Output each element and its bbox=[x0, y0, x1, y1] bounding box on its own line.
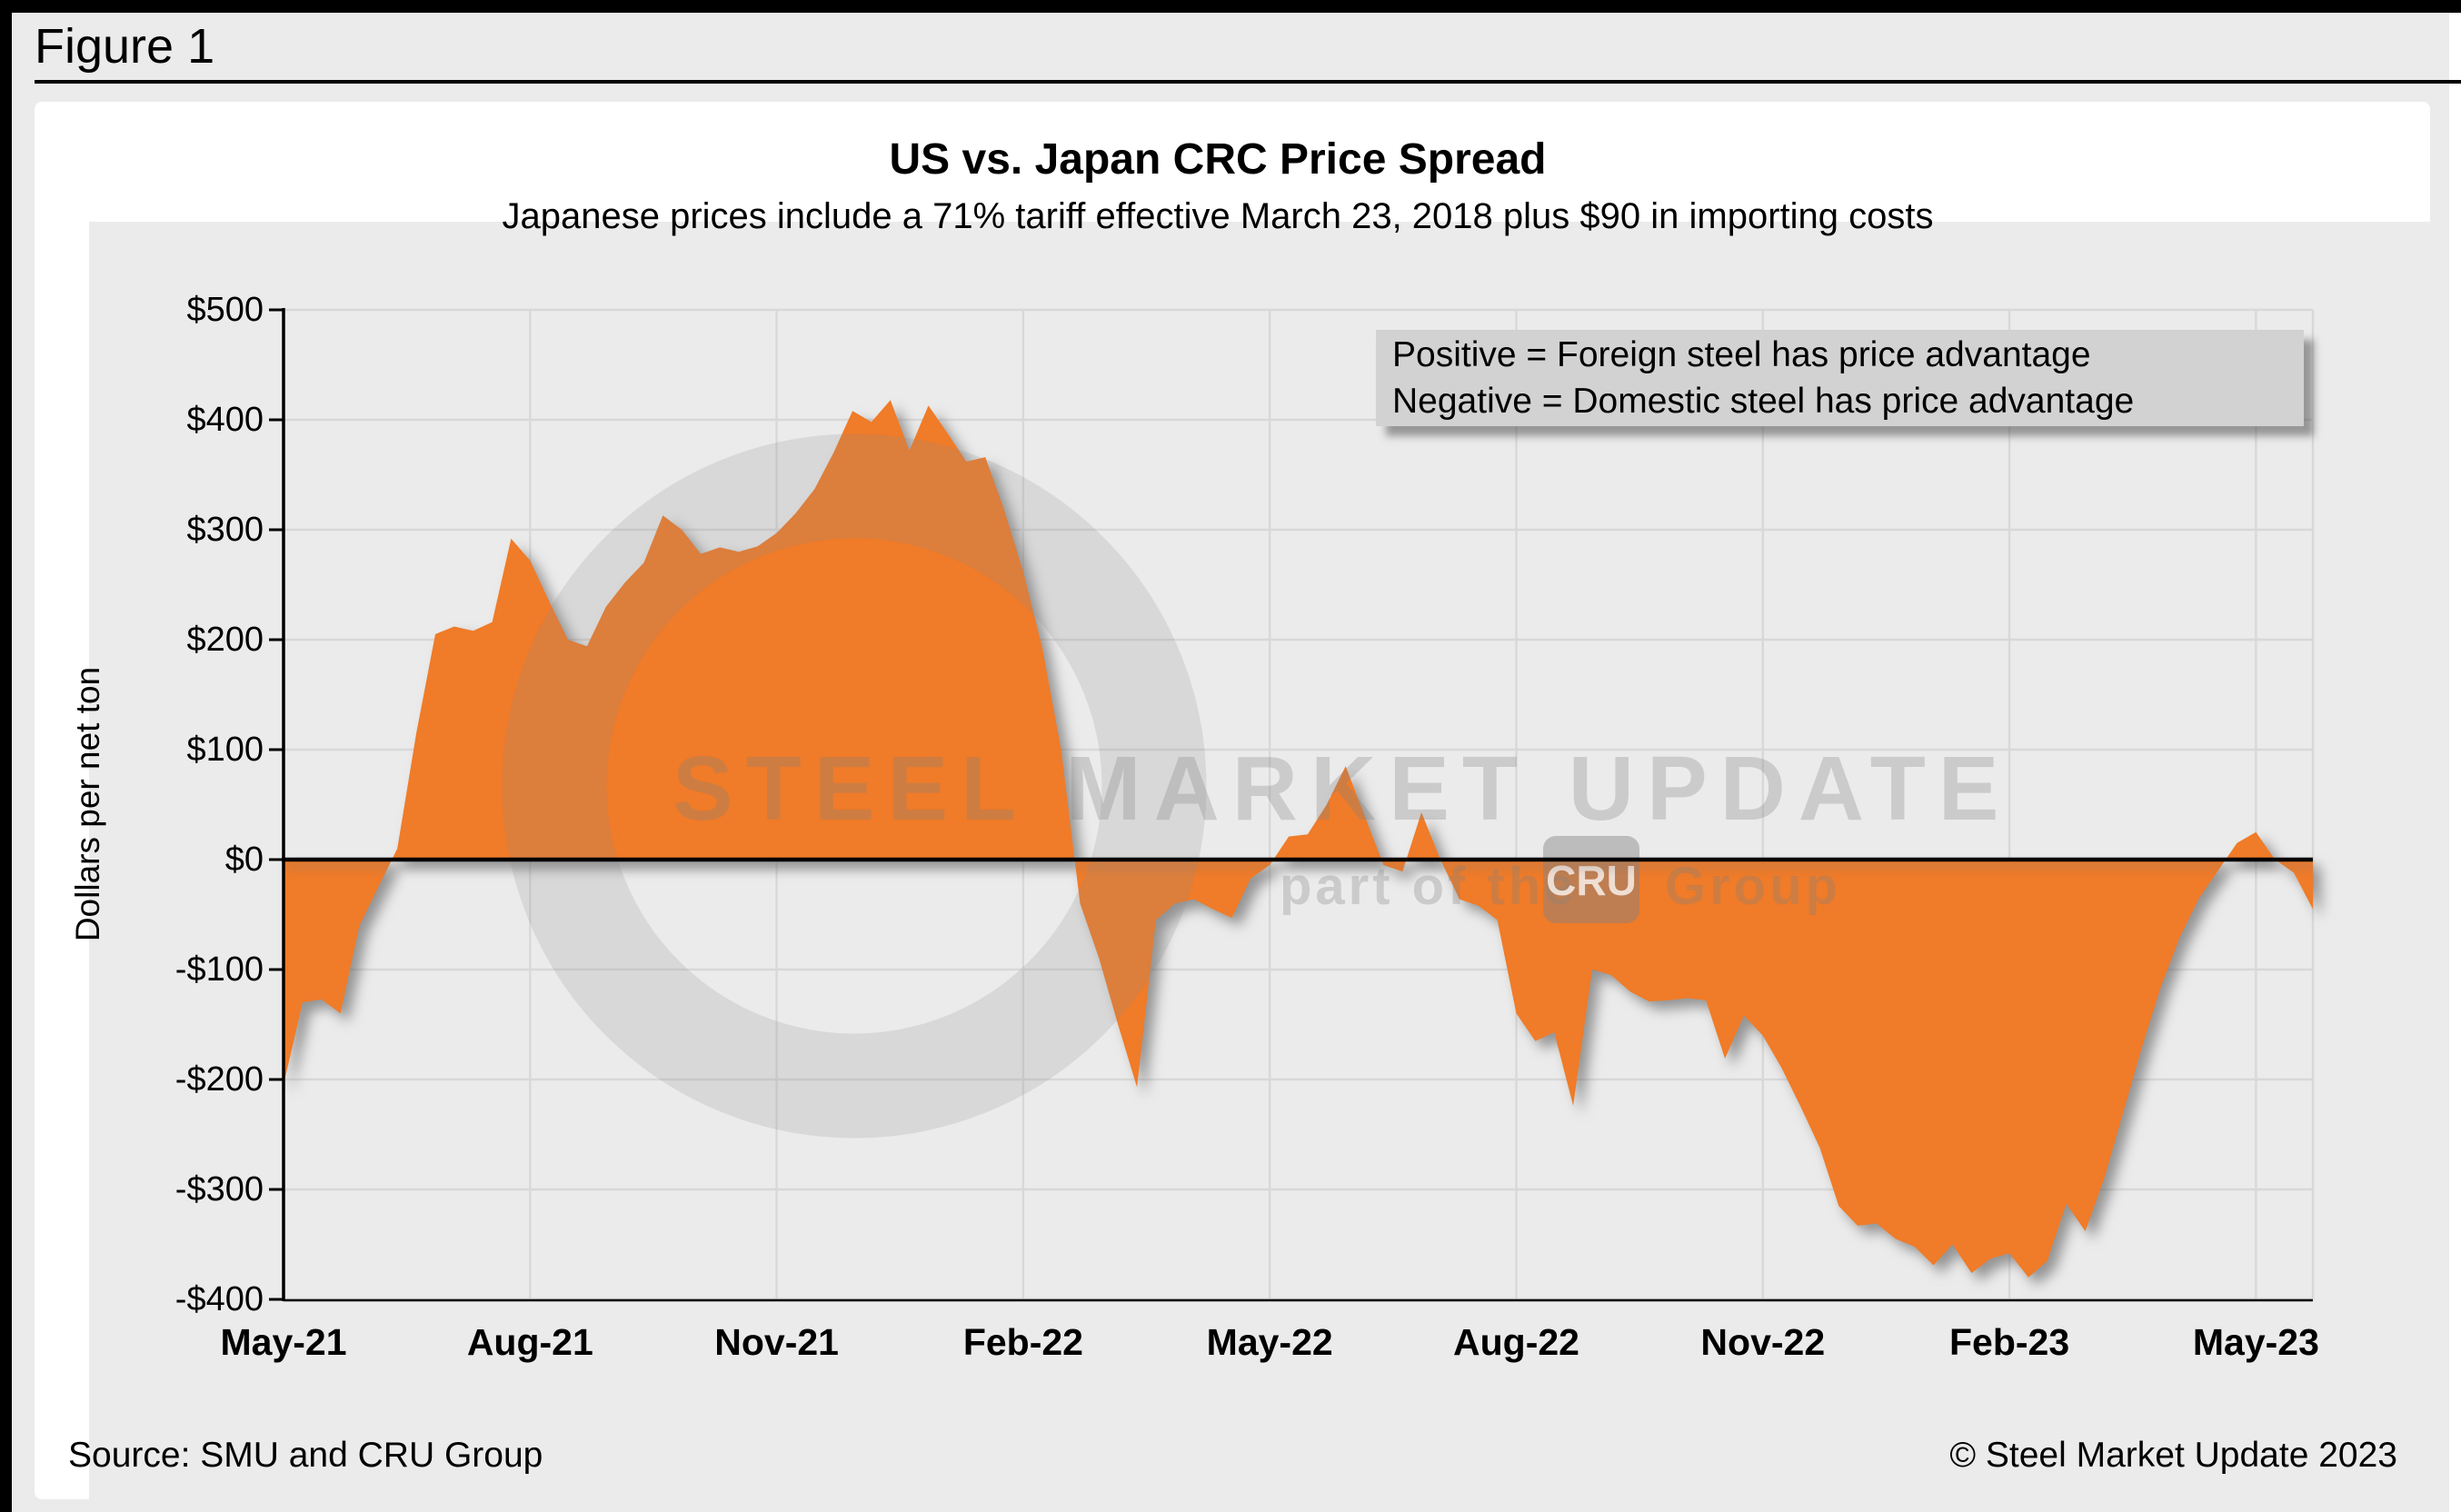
annotation-line-negative: Negative = Domestic steel has price adva… bbox=[1392, 382, 2135, 421]
watermark-main-text: STEEL MARKET UPDATE bbox=[673, 738, 2011, 840]
top-border-bar bbox=[0, 0, 2461, 13]
watermark-sub-prefix: part of the bbox=[1280, 857, 1578, 916]
header-divider-rule bbox=[35, 80, 2461, 84]
watermark-sub-suffix: Group bbox=[1665, 857, 1841, 916]
y-axis-title: Dollars per net ton bbox=[69, 666, 106, 942]
cru-logo-text: CRU bbox=[1546, 857, 1637, 904]
smu-logo-ring bbox=[502, 433, 1207, 1139]
figure-label: Figure 1 bbox=[35, 19, 215, 74]
annotation-box: Positive = Foreign steel has price advan… bbox=[1376, 330, 2304, 426]
chart-title: US vs. Japan CRC Price Spread bbox=[889, 135, 1547, 184]
chart-subtitle: Japanese prices include a 71% tariff eff… bbox=[502, 196, 1934, 236]
left-border-bar bbox=[0, 0, 12, 1512]
right-margin-strip bbox=[2449, 13, 2461, 1512]
copyright-note: © Steel Market Update 2023 bbox=[1949, 1436, 2397, 1475]
annotation-line-positive: Positive = Foreign steel has price advan… bbox=[1392, 335, 2091, 374]
axes bbox=[269, 308, 2313, 1302]
price-spread-area bbox=[284, 400, 2313, 1278]
source-note: Source: SMU and CRU Group bbox=[68, 1436, 543, 1475]
